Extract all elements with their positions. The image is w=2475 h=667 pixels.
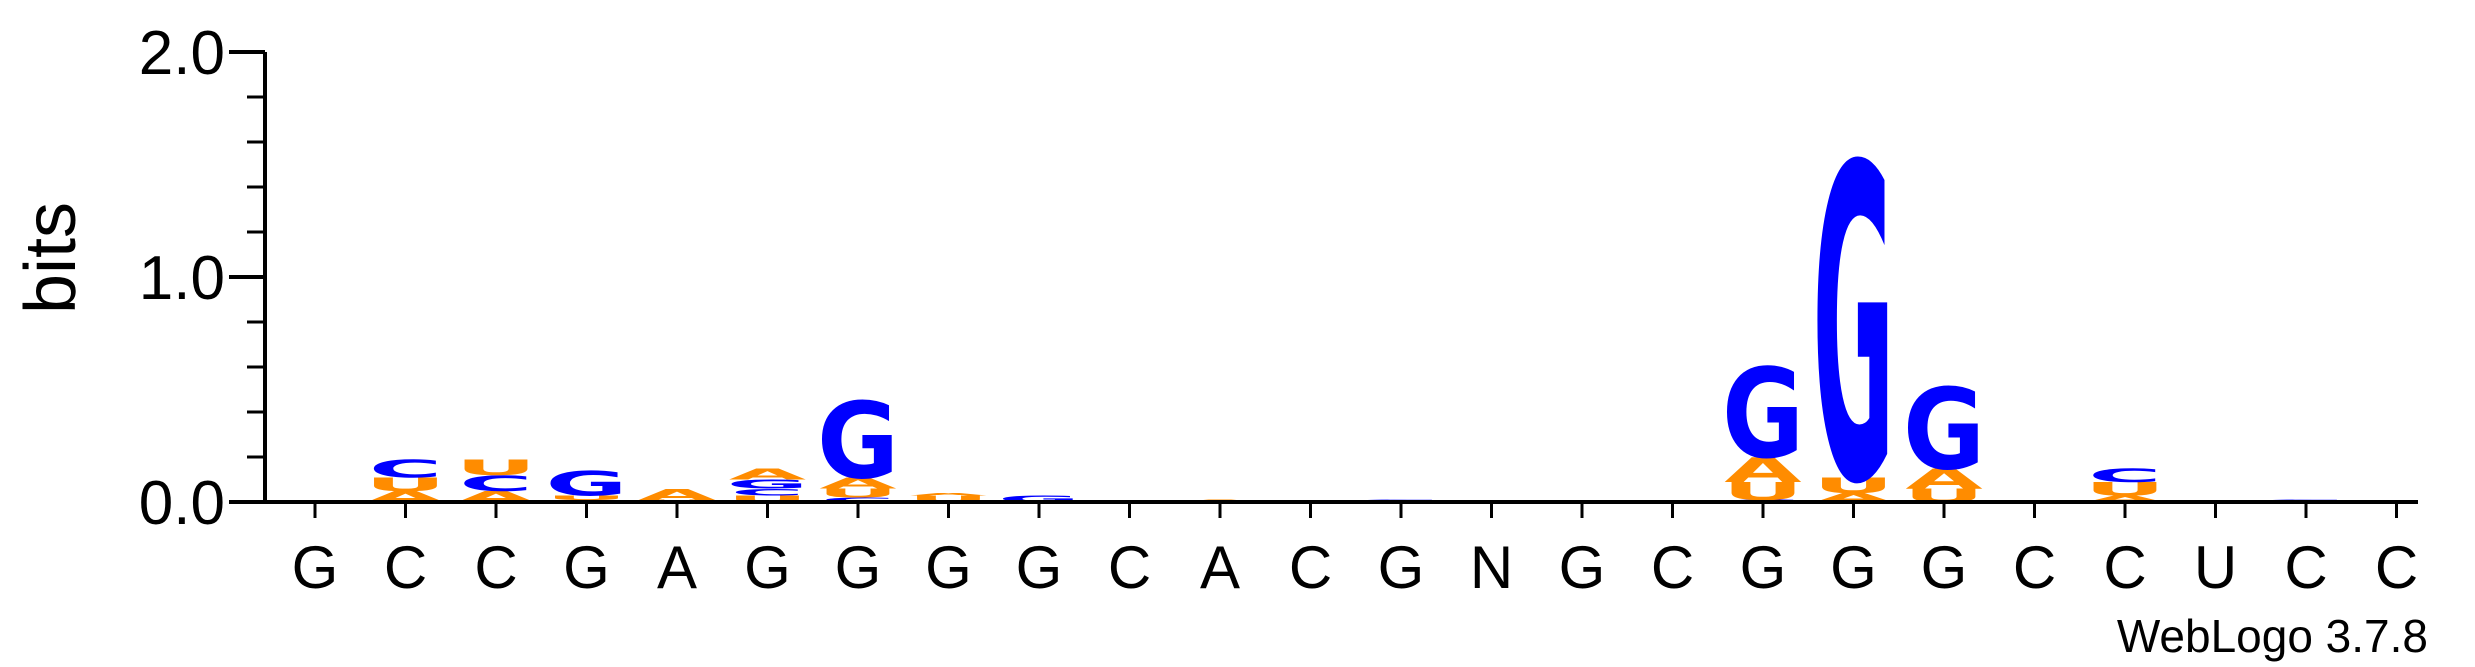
x-tick-label: C — [2375, 534, 2418, 601]
logo-letter-a: A — [910, 492, 988, 496]
y-axis: 0.0 1.0 2.0 — [139, 19, 267, 538]
logo-letter-u: U — [908, 493, 989, 504]
logo-letter-g: G — [726, 477, 808, 491]
logo-letter-u: U — [365, 473, 446, 495]
logo-letter-a: A — [1905, 463, 1983, 495]
logo-letter-u: U — [1813, 473, 1894, 498]
x-tick-label: C — [2103, 534, 2146, 601]
logo-letter-u: U — [727, 493, 808, 504]
logo-letter-a: A — [638, 486, 716, 504]
x-tick-label: G — [1559, 534, 1606, 601]
logo-letter-c: C — [731, 487, 804, 498]
logo-letter-c: C — [2088, 464, 2161, 486]
x-tick-label: G — [1921, 534, 1968, 601]
x-tick-label: G — [744, 534, 791, 601]
y-tick-label: 2.0 — [139, 19, 225, 88]
logo-letter-a: A — [1724, 450, 1802, 490]
logo-letter-u: U — [2084, 478, 2165, 500]
y-axis-label: bits — [11, 202, 91, 314]
x-tick-label: G — [292, 534, 339, 601]
x-tick-label: G — [563, 534, 610, 601]
weblogo-credit: WebLogo 3.7.8 — [2117, 610, 2428, 662]
x-tick-label: C — [1289, 534, 1332, 601]
x-tick-label: U — [2194, 534, 2237, 601]
y-tick-label: 1.0 — [139, 244, 225, 313]
x-tick-label: A — [657, 534, 697, 601]
x-tick-label: C — [2013, 534, 2056, 601]
y-tick-label: 0.0 — [139, 469, 225, 538]
logo-letter-c: C — [821, 496, 894, 503]
logo-letter-g: G — [1812, 76, 1894, 579]
x-tick-label: G — [835, 534, 882, 601]
x-tick-label: G — [1016, 534, 1063, 601]
logo-letter-c: C — [459, 471, 532, 496]
logo-letter-a: A — [729, 465, 807, 483]
logo-letter-a: A — [2086, 493, 2163, 504]
logo-letter-g: G — [998, 493, 1080, 504]
x-tick-label: G — [1378, 534, 1425, 601]
logo-letter-u: U — [546, 494, 627, 501]
logo-letter-g: G — [545, 464, 627, 504]
logo-letter-c: C — [369, 455, 442, 484]
x-tick-label: G — [925, 534, 972, 601]
logo-letter-g: G — [1903, 365, 1985, 494]
x-tick-label: C — [1651, 534, 1694, 601]
x-tick-label: C — [474, 534, 517, 601]
logo-letter-a: A — [819, 474, 897, 492]
logo-letter-u: U — [817, 486, 898, 500]
x-tick-label: C — [2284, 534, 2327, 601]
x-tick-label: C — [1108, 534, 1151, 601]
x-tick-label: C — [384, 534, 427, 601]
x-tick-label: G — [1740, 534, 1787, 601]
x-tick-label: A — [1200, 534, 1240, 601]
logo-letter-g: G — [1722, 344, 1804, 487]
x-tick-label: G — [1830, 534, 1877, 601]
logo-letter-u: U — [455, 455, 536, 480]
logo-letter-g: G — [817, 381, 899, 503]
x-tick-label: N — [1470, 534, 1513, 601]
